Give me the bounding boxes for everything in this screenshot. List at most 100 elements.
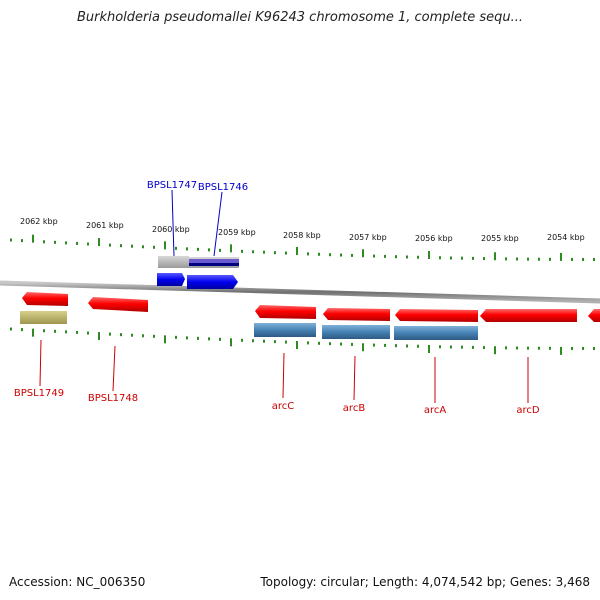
minor-tick xyxy=(54,240,56,244)
minor-tick xyxy=(65,330,67,334)
minor-tick xyxy=(21,239,23,243)
major-tick xyxy=(362,343,364,352)
minor-tick xyxy=(285,340,287,344)
minor-tick xyxy=(340,253,342,257)
minor-tick xyxy=(340,342,342,346)
minor-tick xyxy=(516,346,518,350)
minor-tick xyxy=(43,329,45,333)
lower-tick-ring xyxy=(10,327,595,355)
gene-arrow-arca[interactable] xyxy=(395,309,478,322)
gene-label[interactable]: arcC xyxy=(272,401,295,412)
minor-tick xyxy=(450,256,452,260)
minor-tick xyxy=(582,346,584,350)
minor-tick xyxy=(175,246,177,250)
minor-tick xyxy=(439,345,441,349)
minor-tick xyxy=(142,334,144,338)
gene-label[interactable]: BPSL1747 xyxy=(147,180,197,191)
minor-tick xyxy=(263,339,265,343)
minor-tick xyxy=(54,329,56,333)
gene-arrow-bpsl1749[interactable] xyxy=(22,292,68,306)
feature-navy-band xyxy=(189,263,239,266)
minor-tick xyxy=(131,244,133,248)
minor-tick xyxy=(76,241,78,245)
minor-tick xyxy=(263,250,265,254)
major-tick xyxy=(230,244,232,253)
minor-tick xyxy=(461,256,463,260)
minor-tick xyxy=(549,257,551,261)
minor-tick xyxy=(219,337,221,341)
minor-tick xyxy=(472,256,474,260)
minor-tick xyxy=(516,257,518,261)
scale-label: 2058 kbp xyxy=(283,231,321,240)
gene-arrow-arcd[interactable] xyxy=(480,309,577,322)
minor-tick xyxy=(406,255,408,259)
minor-tick xyxy=(384,343,386,347)
minor-tick xyxy=(461,345,463,349)
minor-tick xyxy=(208,337,210,341)
gene-label[interactable]: BPSL1749 xyxy=(14,388,64,399)
scale-label: 2054 kbp xyxy=(547,233,585,242)
lower-features xyxy=(20,292,600,340)
minor-tick xyxy=(241,249,243,253)
minor-tick xyxy=(549,346,551,350)
scale-label: 2062 kbp xyxy=(20,217,58,226)
cds-bar-arcb xyxy=(322,325,390,339)
gene-label[interactable]: arcB xyxy=(343,403,366,414)
minor-tick xyxy=(10,327,12,331)
gene-arrow-arcb[interactable] xyxy=(323,308,390,321)
major-tick xyxy=(230,338,232,347)
map-title: Burkholderia pseudomallei K96243 chromos… xyxy=(76,10,524,25)
minor-tick xyxy=(395,255,397,259)
minor-tick xyxy=(76,330,78,334)
minor-tick xyxy=(131,333,133,337)
gene-arrow-partial[interactable] xyxy=(588,309,600,322)
gene-labels: BPSL1747 BPSL1746 BPSL1749 BPSL1748 arcC… xyxy=(14,180,540,416)
major-tick xyxy=(560,252,562,261)
minor-tick xyxy=(373,343,375,347)
gene-label[interactable]: arcA xyxy=(424,405,447,416)
minor-tick xyxy=(197,336,199,340)
minor-tick xyxy=(10,238,12,242)
scale-label: 2056 kbp xyxy=(415,234,453,243)
minor-tick xyxy=(439,256,441,260)
minor-tick xyxy=(87,331,89,335)
minor-tick xyxy=(538,346,540,350)
gene-arrow-bpsl1748[interactable] xyxy=(88,297,148,312)
major-tick xyxy=(32,328,34,337)
major-tick xyxy=(98,238,100,247)
minor-tick xyxy=(252,339,254,343)
gene-label[interactable]: BPSL1746 xyxy=(198,182,248,193)
minor-tick xyxy=(417,255,419,259)
minor-tick xyxy=(21,328,23,332)
major-tick xyxy=(32,234,34,243)
chromosome-backbone xyxy=(0,280,600,304)
minor-tick xyxy=(241,338,243,342)
minor-tick xyxy=(252,250,254,254)
gene-arrow-arcc[interactable] xyxy=(255,305,316,319)
minor-tick xyxy=(307,252,309,256)
gene-arrow-bpsl1747[interactable] xyxy=(157,273,185,286)
minor-tick xyxy=(527,346,529,350)
topology-info-text: Topology: circular; Length: 4,074,542 bp… xyxy=(260,575,590,589)
major-tick xyxy=(98,332,100,341)
minor-tick xyxy=(417,344,419,348)
gene-label[interactable]: BPSL1748 xyxy=(88,393,138,404)
upper-features xyxy=(157,256,239,289)
minor-tick xyxy=(175,335,177,339)
minor-tick xyxy=(472,345,474,349)
gene-label[interactable]: arcD xyxy=(516,405,540,416)
minor-tick xyxy=(571,257,573,261)
major-tick xyxy=(164,335,166,344)
cds-bar-arcc xyxy=(254,323,316,337)
minor-tick xyxy=(120,244,122,248)
minor-tick xyxy=(351,253,353,257)
minor-tick xyxy=(505,346,507,350)
minor-tick xyxy=(318,252,320,256)
feature-olive-bar xyxy=(20,311,67,324)
scale-label: 2055 kbp xyxy=(481,234,519,243)
major-tick xyxy=(362,249,364,258)
minor-tick xyxy=(505,257,507,261)
gene-arrow-bpsl1746[interactable] xyxy=(187,275,238,289)
minor-tick xyxy=(274,340,276,344)
